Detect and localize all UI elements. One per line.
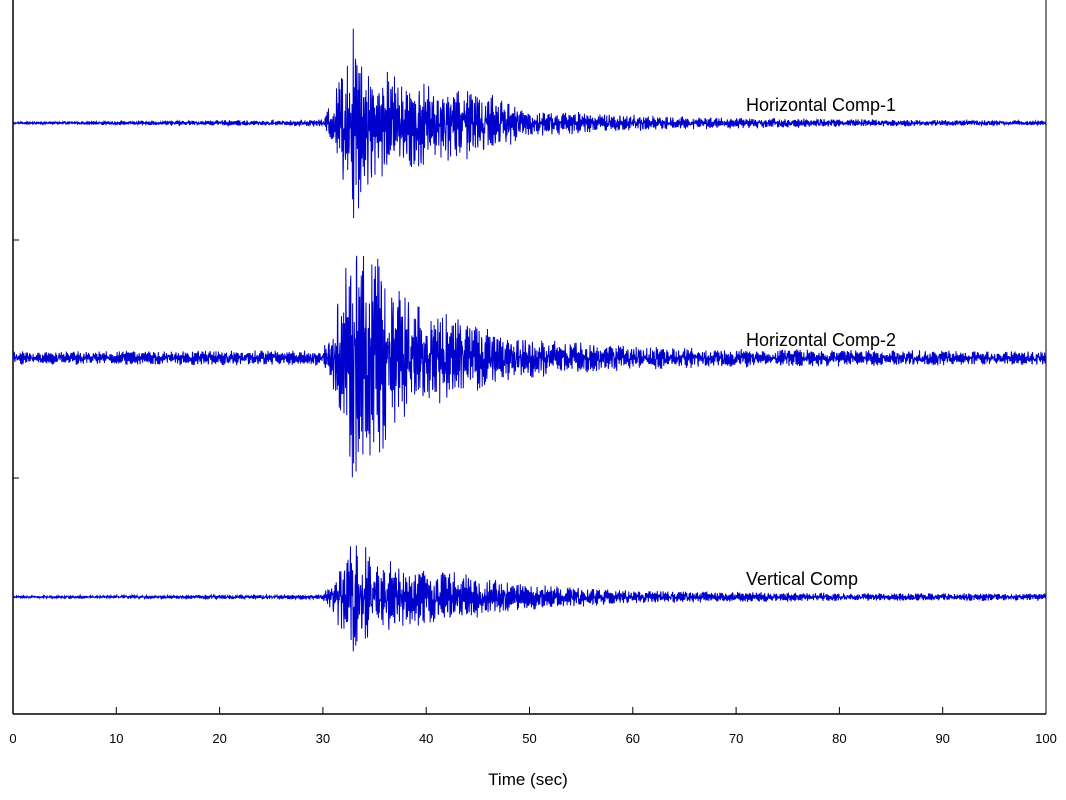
series-label: Horizontal Comp-1 — [746, 95, 896, 115]
series-line — [12, 255, 1047, 478]
series-label: Horizontal Comp-2 — [746, 330, 896, 350]
series-line — [12, 545, 1047, 652]
series-label: Vertical Comp — [746, 569, 858, 589]
x-tick-label: 30 — [316, 731, 330, 746]
x-tick-label: 0 — [9, 731, 16, 746]
x-tick-label: 100 — [1035, 731, 1057, 746]
series-line — [12, 28, 1047, 219]
x-tick-label: 90 — [935, 731, 949, 746]
trace-labels: Horizontal Comp-1 Horizontal Comp-2 Vertic… — [746, 95, 896, 589]
x-axis-label: Time (sec) — [488, 770, 568, 789]
x-tick-label: 50 — [522, 731, 536, 746]
x-tick-label: 10 — [109, 731, 123, 746]
traces — [12, 28, 1047, 652]
x-tick-label: 40 — [419, 731, 433, 746]
x-tick-label: 20 — [212, 731, 226, 746]
x-tick-label: 70 — [729, 731, 743, 746]
x-tick-label: 80 — [832, 731, 846, 746]
x-tick-label: 60 — [626, 731, 640, 746]
x-ticks: 0 10 20 30 40 50 60 70 80 90 100 — [9, 707, 1057, 746]
